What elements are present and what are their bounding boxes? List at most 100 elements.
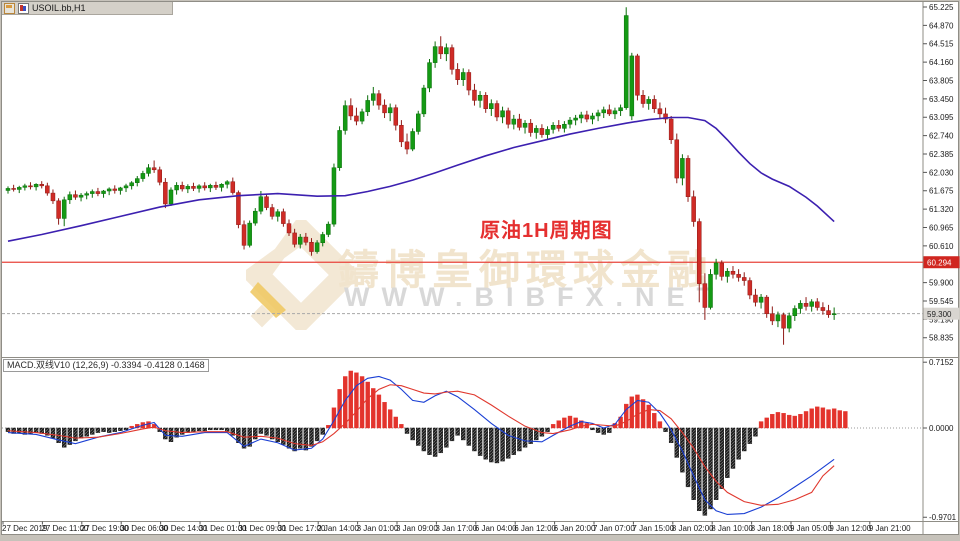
macd-histogram-bar	[151, 424, 157, 429]
macd-histogram-bar	[432, 427, 438, 457]
candle-body	[45, 185, 50, 194]
macd-histogram-bar	[730, 427, 736, 469]
time-tick-label: 2 Jan 14:00	[317, 524, 359, 533]
macd-histogram-bar	[736, 427, 741, 460]
price-tick-label: 61.675	[929, 187, 954, 196]
candle-body	[573, 117, 578, 121]
candle-body	[612, 110, 618, 115]
candle-body	[73, 194, 78, 198]
candle-body	[489, 103, 494, 109]
macd-histogram-bar	[62, 427, 67, 448]
candle-body	[652, 99, 657, 109]
candle-body	[792, 308, 798, 316]
macd-histogram-bar	[595, 427, 601, 433]
candle-body	[393, 107, 399, 126]
macd-histogram-bar	[28, 427, 33, 434]
candle-body	[286, 223, 292, 234]
candle-body	[309, 241, 314, 252]
bars-icon	[18, 2, 29, 14]
candle-body	[427, 62, 432, 89]
candle-body	[815, 301, 820, 308]
macd-histogram-bar	[640, 399, 646, 429]
macd-histogram-bar	[416, 427, 421, 446]
candle-body	[455, 69, 460, 80]
macd-histogram-bar	[781, 413, 786, 429]
price-tick-label: 58.835	[929, 334, 954, 343]
candle-body	[781, 314, 786, 329]
candle-body	[163, 181, 168, 205]
candle-body	[106, 188, 112, 192]
macd-histogram-bar	[511, 427, 516, 455]
candle-body	[118, 187, 123, 191]
time-tick-label: 27 Dec 11:00	[41, 524, 89, 533]
macd-histogram-bar	[461, 427, 466, 441]
candle-body	[219, 184, 224, 188]
candle-body	[281, 211, 286, 224]
macd-histogram-bar	[663, 427, 668, 432]
macd-histogram-bar	[550, 424, 556, 429]
candle-body	[674, 139, 680, 179]
macd-histogram-bar	[747, 427, 753, 444]
indicator-label: MACD.双线V10 (12,26,9) -0.3394 -0.4128 0.1…	[3, 359, 209, 372]
price-tick-label: 64.160	[929, 58, 954, 67]
candle-body	[146, 167, 151, 174]
candle-body	[376, 93, 382, 106]
price-tick-label: 63.450	[929, 95, 954, 104]
candle-body	[230, 181, 236, 193]
price-tick-label: 59.900	[929, 279, 954, 288]
macd-histogram-bar	[129, 425, 134, 429]
time-tick-label: 30 Dec 14:00	[160, 524, 208, 533]
macd-histogram-bar	[275, 427, 280, 443]
macd-histogram-bar	[438, 427, 443, 454]
macd-histogram-bar	[567, 415, 573, 429]
time-tick-label: 9 Jan 12:00	[829, 524, 871, 533]
macd-histogram-bar	[798, 414, 803, 429]
candle-body	[646, 99, 651, 104]
chart-title-bar[interactable]: USOIL.bb,H1	[2, 2, 173, 15]
macd-histogram-bar	[545, 427, 550, 432]
candle-body	[337, 130, 342, 168]
macd-histogram-bar	[241, 427, 247, 449]
candle-body	[730, 270, 736, 275]
macd-histogram-bar	[348, 370, 354, 429]
macd-histogram-bar	[343, 376, 348, 429]
macd-histogram-bar	[843, 411, 848, 429]
macd-histogram-bar	[73, 427, 78, 442]
time-tick-label: 3 Jan 09:00	[396, 524, 438, 533]
candle-body	[753, 294, 758, 303]
candle-body	[663, 113, 668, 120]
macd-histogram-bar	[652, 413, 657, 429]
macd-histogram-bar	[646, 404, 651, 429]
time-tick-label: 31 Dec 01:00	[199, 524, 247, 533]
macd-histogram-bar	[196, 427, 202, 431]
candle-body	[635, 55, 640, 96]
macd-histogram-bar	[320, 427, 325, 435]
macd-histogram-bar	[101, 427, 106, 432]
candle-body	[33, 184, 39, 188]
candle-body	[314, 242, 320, 252]
price-tick-label: 64.515	[929, 40, 954, 49]
candle-body	[253, 210, 258, 224]
candle-body	[444, 47, 449, 55]
macd-histogram-bar	[123, 427, 129, 431]
candle-body	[562, 123, 567, 129]
candle-body	[775, 314, 781, 322]
macd-histogram-bar	[831, 408, 837, 429]
candle-body	[90, 191, 95, 194]
macd-histogram-bar	[309, 427, 314, 447]
macd-histogram-bar	[269, 427, 275, 440]
candle-body	[584, 114, 590, 120]
candle-body	[758, 296, 764, 303]
macd-histogram-bar	[50, 427, 56, 439]
time-tick-label: 7 Jan 15:00	[632, 524, 674, 533]
candle-body	[528, 122, 533, 133]
candle-body	[258, 196, 264, 212]
price-tick-label: 62.385	[929, 150, 954, 159]
candle-body	[680, 158, 685, 179]
price-tick-label: 59.190	[929, 315, 954, 324]
candle-body	[382, 104, 387, 114]
macd-histogram-bar	[404, 427, 410, 434]
candle-body	[174, 185, 179, 191]
macd-histogram-bar	[84, 427, 89, 437]
